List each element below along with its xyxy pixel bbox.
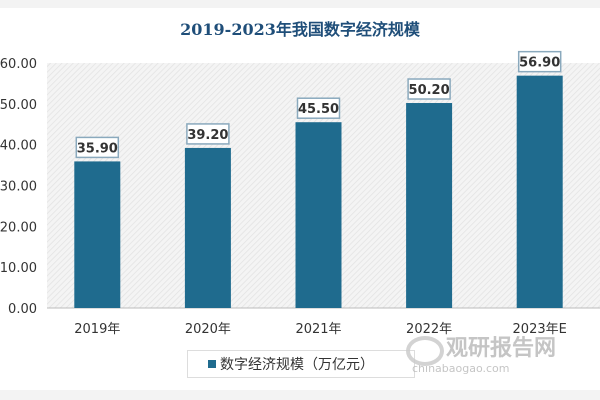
bar	[74, 161, 121, 308]
y-tick-label: 40.00	[0, 139, 37, 154]
data-label: 45.50	[298, 102, 339, 117]
y-tick-label: 0.00	[8, 302, 37, 317]
data-label-box	[296, 97, 341, 119]
data-label: 50.20	[409, 83, 450, 98]
x-tick-label: 2021年	[295, 322, 341, 337]
data-label-box	[407, 78, 451, 100]
data-label: 35.90	[77, 141, 118, 156]
bar	[184, 147, 231, 308]
bar	[516, 75, 563, 309]
data-label-box	[186, 123, 230, 145]
bar	[406, 103, 453, 309]
legend-label: 数字经济规模（万亿元）	[220, 357, 374, 373]
watermark: 观研报告网 chinabaogao.com	[400, 330, 556, 375]
x-tick-label: 2023年E	[513, 322, 567, 337]
data-label-box	[517, 50, 562, 73]
x-tick-label: 2022年	[406, 322, 452, 337]
data-label-box	[75, 136, 120, 159]
data-label: 56.90	[519, 56, 560, 71]
x-tick-label: 2019年	[74, 322, 120, 337]
bar	[295, 122, 342, 308]
y-tick-label: 10.00	[0, 261, 37, 276]
y-tick-label: 50.00	[0, 98, 37, 113]
watermark-name: 观研报告网	[446, 336, 557, 361]
data-label: 39.20	[187, 128, 228, 143]
y-tick-label: 60.00	[0, 57, 37, 72]
watermark-logo-icon	[406, 336, 444, 366]
x-tick-label: 2020年	[185, 322, 231, 337]
legend-swatch	[208, 360, 216, 368]
legend: 数字经济规模（万亿元）	[187, 350, 415, 378]
y-tick-label: 20.00	[0, 220, 37, 235]
y-tick-label: 30.00	[0, 180, 37, 195]
watermark-url: chinabaogao.com	[412, 362, 510, 375]
chart-title: 2019-2023年我国数字经济规模	[180, 20, 420, 39]
